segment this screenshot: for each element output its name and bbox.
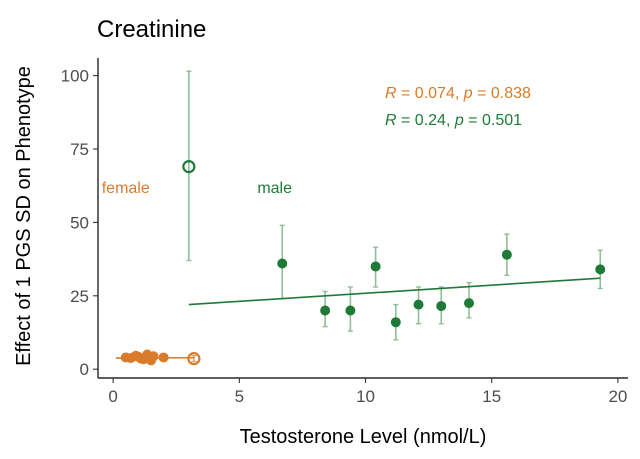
- y-tick-label: 75: [70, 140, 89, 159]
- data-point: [595, 264, 606, 275]
- data-point: [436, 301, 447, 312]
- x-axis-title: Testosterone Level (nmol/L): [240, 426, 487, 448]
- correlation-annotation-female: R = 0.074, p = 0.838: [385, 85, 531, 102]
- outlier-point: [182, 160, 196, 174]
- data-point: [501, 249, 512, 260]
- fit-line: [188, 277, 601, 306]
- data-point: [345, 305, 356, 316]
- outlier-point: [187, 352, 201, 366]
- data-point: [390, 317, 401, 328]
- x-tick-label: 20: [608, 387, 627, 406]
- series-male: [182, 70, 606, 341]
- y-tick-label: 25: [70, 287, 89, 306]
- data-point: [320, 305, 331, 316]
- data-point: [148, 351, 159, 362]
- y-tick-label: 50: [70, 213, 89, 232]
- x-tick-label: 5: [235, 387, 244, 406]
- correlation-annotations: R = 0.074, p = 0.838 R = 0.24, p = 0.501: [385, 85, 531, 129]
- data-point: [464, 298, 474, 309]
- plot-area: female male: [102, 70, 606, 366]
- y-axis-title: Effect of 1 PGS SD on Phenotype: [13, 66, 35, 366]
- data-point: [277, 258, 288, 269]
- series-female: [115, 349, 201, 366]
- data-point: [413, 299, 424, 310]
- group-label-female: female: [102, 180, 150, 197]
- x-tick-label: 10: [356, 387, 375, 406]
- axis-ticks: 0 5 10 15 20 0 25 50 75 100: [61, 67, 628, 406]
- x-tick-label: 15: [482, 387, 501, 406]
- chart-title: Creatinine: [97, 16, 206, 43]
- x-tick-label: 0: [108, 387, 117, 406]
- group-label-male: male: [257, 180, 292, 197]
- y-tick-label: 100: [61, 67, 89, 86]
- correlation-annotation-male: R = 0.24, p = 0.501: [385, 112, 522, 129]
- data-point: [158, 352, 169, 363]
- data-point: [370, 261, 381, 272]
- y-tick-label: 0: [80, 360, 89, 379]
